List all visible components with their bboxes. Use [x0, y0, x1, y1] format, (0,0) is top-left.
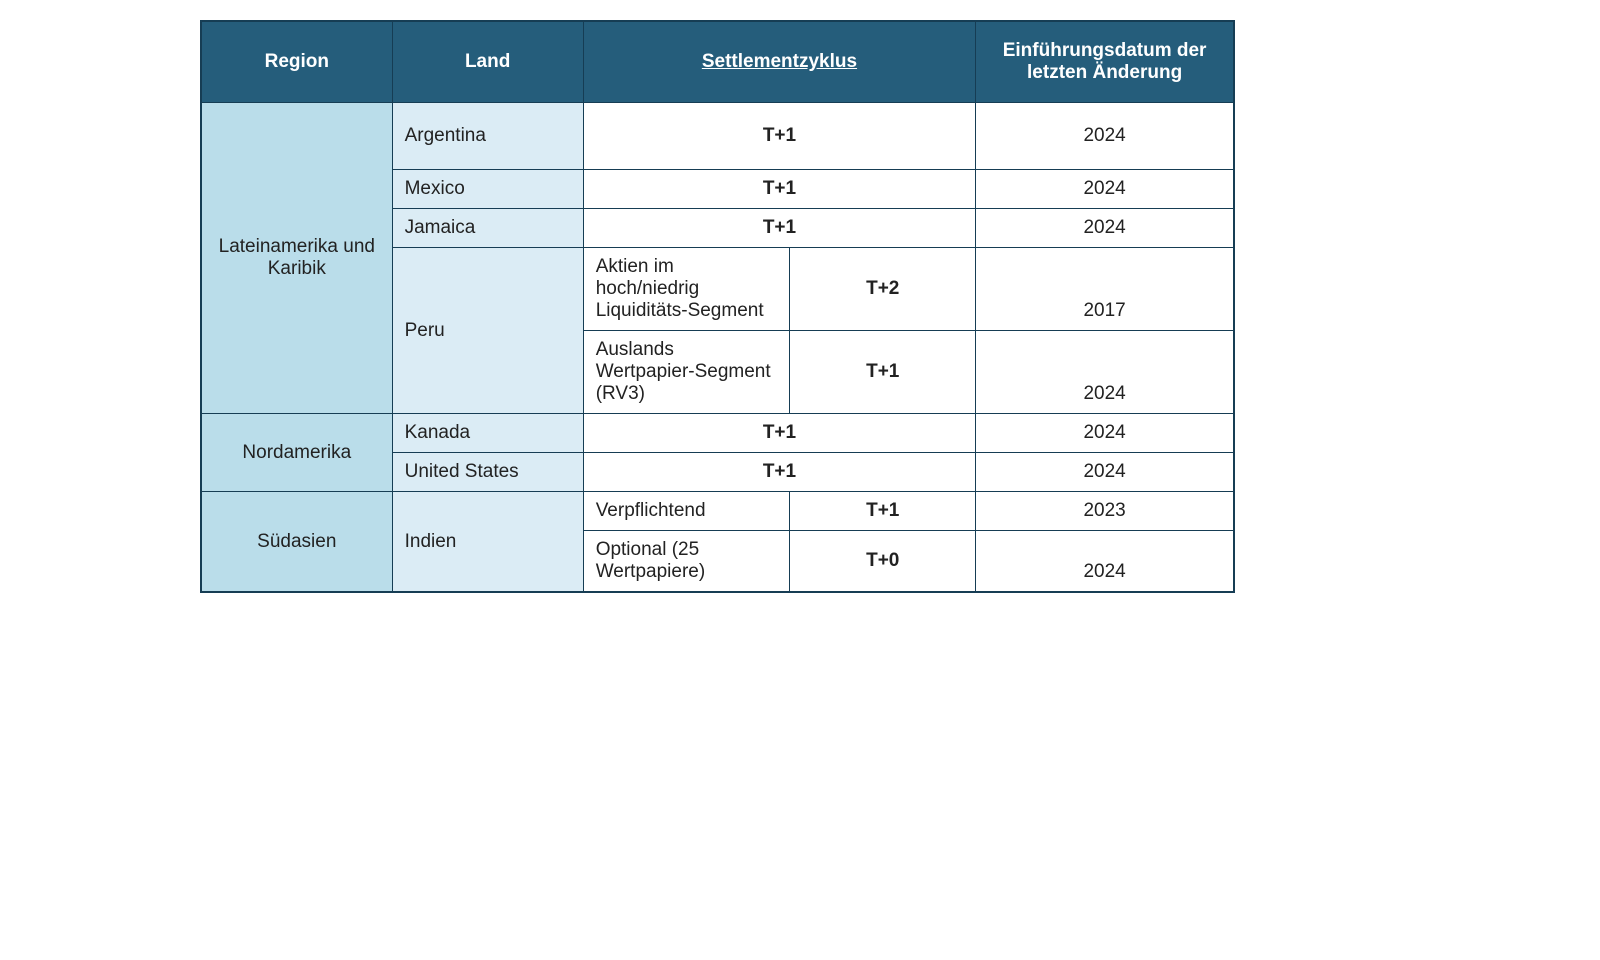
year-canada: 2024 — [976, 414, 1234, 453]
cycle-jamaica: T+1 — [583, 209, 976, 248]
settlement-table: Region Land Settlementzyklus Einführungs… — [200, 20, 1235, 593]
year-peru-a: 2017 — [976, 248, 1234, 331]
cycle-label-india-a: Verpflichtend — [583, 492, 790, 531]
col-intro: Einführungsdatum der letzten Änderung — [976, 21, 1234, 103]
year-india-b: 2024 — [976, 531, 1234, 593]
cycle-val-india-b: T+0 — [790, 531, 976, 593]
year-argentina: 2024 — [976, 103, 1234, 170]
table-row: Nordamerika Kanada T+1 2024 — [201, 414, 1234, 453]
region-sa: Südasien — [201, 492, 392, 593]
cycle-canada: T+1 — [583, 414, 976, 453]
table-header-row: Region Land Settlementzyklus Einführungs… — [201, 21, 1234, 103]
col-cycle: Settlementzyklus — [583, 21, 976, 103]
country-argentina: Argentina — [392, 103, 583, 170]
country-canada: Kanada — [392, 414, 583, 453]
year-india-a: 2023 — [976, 492, 1234, 531]
country-peru: Peru — [392, 248, 583, 414]
cycle-val-peru-a: T+2 — [790, 248, 976, 331]
table-row: Lateinamerika und Karibik Argentina T+1 … — [201, 103, 1234, 170]
cycle-mexico: T+1 — [583, 170, 976, 209]
table-row: Südasien Indien Verpflichtend T+1 2023 — [201, 492, 1234, 531]
cycle-val-india-a: T+1 — [790, 492, 976, 531]
region-latam: Lateinamerika und Karibik — [201, 103, 392, 414]
col-country: Land — [392, 21, 583, 103]
country-jamaica: Jamaica — [392, 209, 583, 248]
year-jamaica: 2024 — [976, 209, 1234, 248]
cycle-label-peru-a: Aktien im hoch/niedrig Liquiditäts-Segme… — [583, 248, 790, 331]
cycle-label-peru-b: Auslands Wertpapier-Segment (RV3) — [583, 331, 790, 414]
cycle-label-india-b: Optional (25 Wertpapiere) — [583, 531, 790, 593]
col-region: Region — [201, 21, 392, 103]
region-na: Nordamerika — [201, 414, 392, 492]
country-india: Indien — [392, 492, 583, 593]
country-mexico: Mexico — [392, 170, 583, 209]
year-mexico: 2024 — [976, 170, 1234, 209]
country-us: United States — [392, 453, 583, 492]
settlement-table-container: Region Land Settlementzyklus Einführungs… — [200, 20, 1235, 593]
cycle-us: T+1 — [583, 453, 976, 492]
col-cycle-label: Settlementzyklus — [702, 51, 857, 72]
cycle-val-peru-b: T+1 — [790, 331, 976, 414]
cycle-argentina: T+1 — [583, 103, 976, 170]
year-peru-b: 2024 — [976, 331, 1234, 414]
year-us: 2024 — [976, 453, 1234, 492]
